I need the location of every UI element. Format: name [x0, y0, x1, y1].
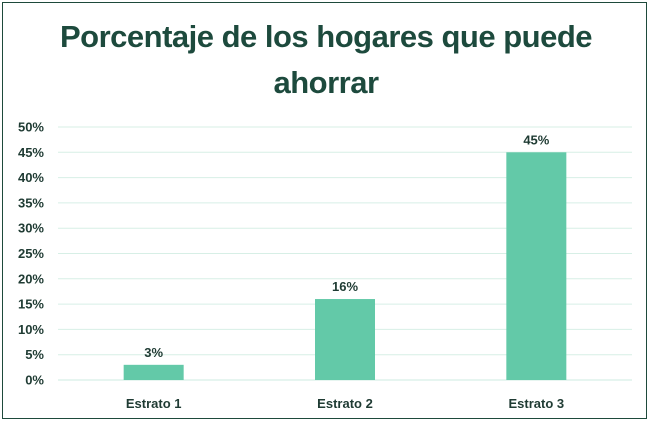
x-axis-categories: Estrato 1 Estrato 2 Estrato 3: [126, 396, 564, 411]
category-label: Estrato 3: [509, 396, 565, 411]
data-label: 3%: [144, 345, 163, 360]
category-label: Estrato 2: [317, 396, 373, 411]
y-tick-label: 45%: [18, 145, 44, 160]
y-tick-label: 5%: [25, 347, 44, 362]
y-tick-label: 10%: [18, 322, 44, 337]
data-label: 16%: [332, 279, 358, 294]
data-labels: 3% 16% 45%: [144, 132, 550, 360]
bars: [123, 152, 567, 380]
y-tick-label: 30%: [18, 221, 44, 236]
y-tick-label: 15%: [18, 297, 44, 312]
bar: [123, 364, 184, 380]
y-tick-label: 20%: [18, 271, 44, 286]
y-tick-label: 25%: [18, 246, 44, 261]
y-tick-label: 40%: [18, 170, 44, 185]
bar: [315, 299, 375, 380]
y-tick-label: 0%: [25, 373, 44, 388]
bar: [506, 152, 567, 380]
category-label: Estrato 1: [126, 396, 182, 411]
y-axis-ticks: 0% 5% 10% 15% 20% 25% 30% 35% 40% 45% 50%: [18, 120, 44, 388]
data-label: 45%: [523, 132, 549, 147]
y-tick-label: 50%: [18, 120, 44, 135]
y-tick-label: 35%: [18, 195, 44, 210]
chart-title: Porcentaje de los hogares que puede ahor…: [59, 19, 593, 100]
